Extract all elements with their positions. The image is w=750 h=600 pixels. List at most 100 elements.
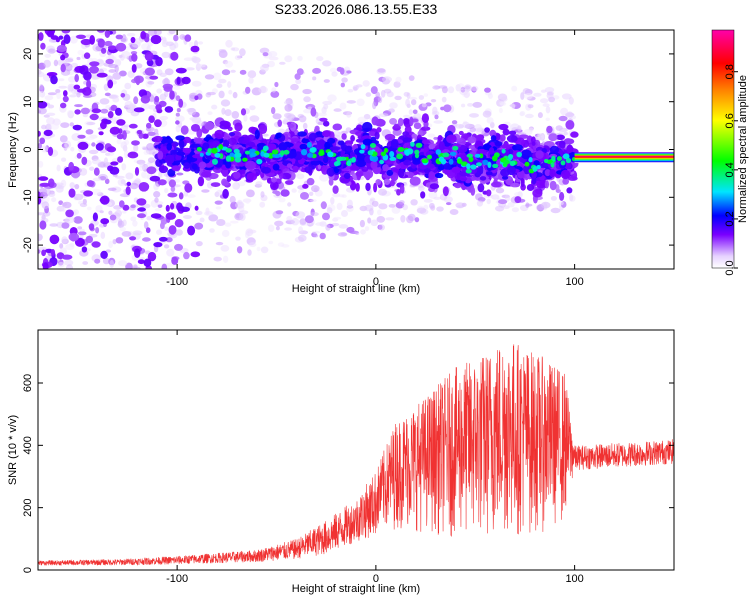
spectrogram-point — [262, 133, 269, 137]
spectrogram-point — [164, 77, 169, 86]
spectrogram-point — [360, 144, 366, 150]
spectrogram-point — [112, 96, 120, 103]
spectrogram-point — [457, 83, 465, 91]
spectrogram-point — [204, 121, 215, 131]
spectrogram-point — [256, 246, 261, 252]
spectrogram-point — [51, 197, 57, 203]
spectrogram-point — [477, 183, 485, 193]
spectrogram-point — [248, 77, 254, 84]
spectrogram-point — [272, 163, 280, 171]
spectrogram-point — [111, 118, 118, 125]
spectrogram-point — [59, 243, 64, 249]
spectrogram-point — [67, 109, 74, 117]
spectrogram-point — [356, 98, 365, 107]
spectrogram-point — [353, 148, 362, 155]
spectrogram-point — [61, 222, 70, 229]
spectrogram-point — [551, 155, 556, 162]
spectrogram-point — [550, 162, 555, 168]
spectrogram-point — [94, 258, 101, 264]
spectrogram-point — [315, 222, 324, 226]
spectrogram-point — [281, 244, 290, 248]
spectrogram-point — [312, 67, 322, 74]
spectrogram-point — [77, 49, 85, 56]
spectrogram-point — [246, 189, 255, 198]
spectrogram-point — [284, 112, 292, 118]
spectrogram-point — [91, 75, 98, 80]
spectrogram-point — [317, 112, 327, 117]
spectrogram-point — [216, 219, 226, 226]
spectrogram-y-ticks: -20 -10 0 10 20 — [22, 48, 674, 253]
spectrogram-point — [270, 181, 279, 191]
spectrogram-point — [192, 154, 202, 159]
spectrogram-point — [164, 226, 169, 231]
spectrogram-point — [389, 179, 395, 187]
spectrogram-point — [70, 146, 75, 152]
spectrogram-point — [256, 158, 263, 165]
spectrogram-point — [550, 196, 558, 201]
spectrogram-point — [468, 145, 475, 149]
spectrogram-point — [512, 144, 523, 152]
spectrogram-point — [78, 228, 85, 232]
spectrogram-point — [414, 149, 420, 155]
spectrogram-point — [446, 202, 452, 206]
spectrogram-point — [188, 41, 194, 48]
spectrogram-point — [376, 127, 382, 133]
spectrogram-point — [225, 148, 232, 153]
spectrogram-point — [466, 163, 471, 170]
spectrogram-point — [158, 159, 167, 164]
spectrogram-point — [532, 166, 538, 172]
spectrogram-point — [195, 210, 203, 216]
spectrogram-point — [468, 156, 474, 163]
spectrogram-point — [519, 111, 525, 117]
spectrogram-point — [246, 172, 258, 181]
spectrogram-point — [61, 236, 68, 244]
spectrogram-point — [235, 201, 245, 209]
spectrogram-point — [544, 180, 550, 189]
spectrogram-point — [397, 169, 405, 178]
spectrogram-point — [155, 104, 162, 111]
spectrogram-point — [147, 131, 156, 136]
spectrogram-point — [85, 129, 94, 135]
spectrogram-point — [65, 209, 74, 218]
spectrogram-point — [425, 102, 432, 107]
spectrogram-point — [249, 105, 256, 111]
spectrogram-point — [154, 95, 160, 103]
spectrogram-point — [280, 150, 285, 156]
spectrogram-point — [509, 160, 516, 167]
spectrogram-point — [118, 54, 123, 58]
spectrogram-point — [470, 164, 477, 170]
spectrogram-point — [389, 102, 398, 109]
spectrogram-point — [229, 132, 235, 137]
spectrogram-point — [396, 153, 403, 160]
spectrogram-point — [540, 98, 549, 104]
spectrogram-point — [124, 150, 129, 159]
spectrogram-point — [174, 219, 184, 228]
spectrogram-point — [410, 199, 418, 206]
spectrogram-point — [449, 209, 459, 215]
spectrogram-point — [149, 75, 159, 80]
spectrogram-point — [459, 88, 469, 96]
spectrogram-point — [341, 210, 348, 217]
spectrogram-point — [74, 74, 79, 83]
spectrogram-point — [105, 58, 114, 65]
spectrogram-point — [275, 226, 280, 231]
spectrogram-point — [370, 219, 379, 227]
spectrogram-point — [535, 178, 547, 189]
spectrogram-point — [346, 226, 355, 233]
spectrogram-point — [333, 216, 342, 220]
spectrogram-point — [298, 226, 304, 235]
spectrogram-point — [173, 34, 179, 42]
spectrogram-point — [195, 63, 206, 68]
spectrogram-point — [55, 89, 61, 94]
spectrogram-point — [240, 169, 246, 175]
spectrogram-point — [195, 241, 203, 247]
spectrogram-point — [76, 152, 82, 159]
spectrogram-point — [302, 88, 312, 95]
spectrogram-point — [105, 55, 113, 60]
spectrogram-point — [454, 123, 465, 129]
spectrogram-point — [434, 114, 439, 120]
y-tick-label: 10 — [22, 96, 34, 108]
spectrogram-point — [479, 176, 487, 181]
spectrogram-point — [278, 197, 286, 203]
spectrogram-point — [461, 161, 468, 167]
